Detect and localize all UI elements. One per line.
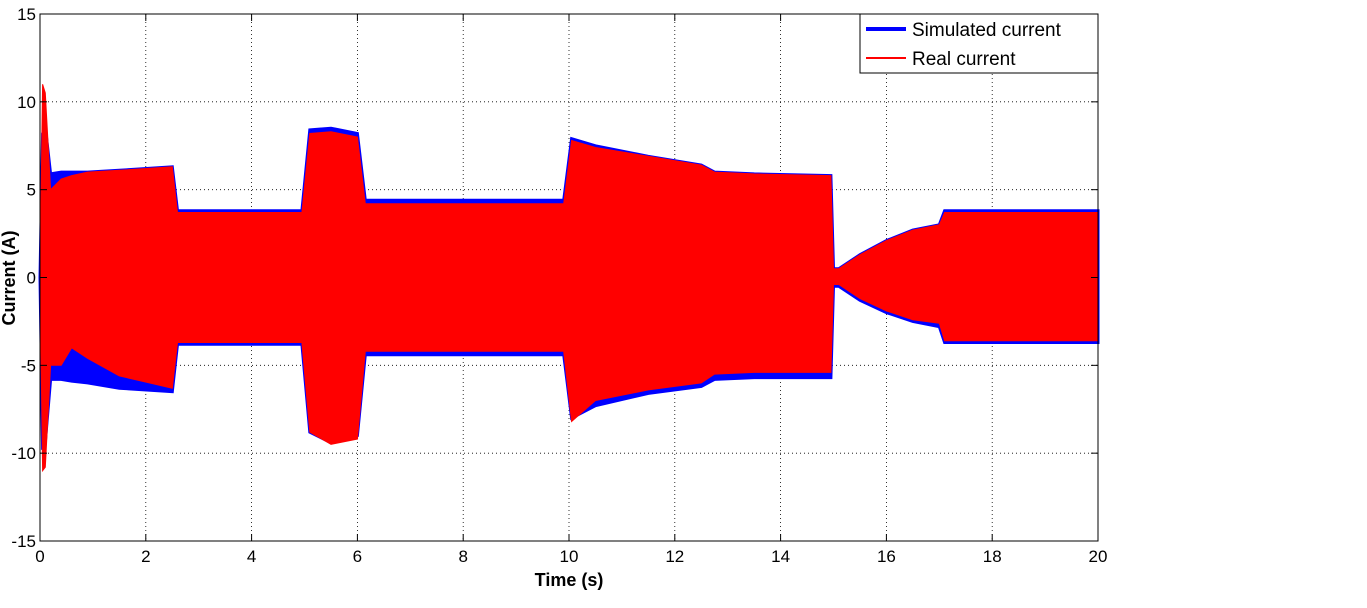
- legend-label-real: Real current: [912, 49, 1016, 70]
- legend: Simulated current Real current: [859, 13, 1099, 74]
- y-tick-label-1: -10: [11, 444, 36, 463]
- ticks: [39, 13, 1099, 542]
- x-tick-label-9: 18: [983, 547, 1002, 566]
- y-tick-label-4: 5: [27, 181, 36, 200]
- y-tick-label-0: -15: [11, 532, 36, 551]
- x-tick-label-5: 10: [560, 547, 579, 566]
- x-tick-label-2: 4: [247, 547, 256, 566]
- legend-box: [859, 13, 1099, 74]
- x-tick-label-3: 6: [353, 547, 362, 566]
- y-tick-label-6: 15: [17, 5, 36, 24]
- x-tick-label-8: 16: [877, 547, 896, 566]
- x-tick-label-7: 14: [771, 547, 790, 566]
- x-tick-label-1: 2: [141, 547, 150, 566]
- tick-labels: 0 2 4 6 8 10 12 14 16 18 20 -15 -10 -5 0 5 10 15: [11, 5, 1107, 566]
- x-tick-label-6: 12: [665, 547, 684, 566]
- y-tick-label-3: 0: [27, 269, 36, 288]
- x-tick-label-10: 20: [1089, 547, 1108, 566]
- y-tick-label-2: -5: [21, 356, 36, 375]
- y-axis-title: Current (A): [0, 231, 19, 326]
- x-tick-label-0: 0: [35, 547, 44, 566]
- x-axis-title: Time (s): [535, 570, 604, 590]
- y-tick-label-5: 10: [17, 93, 36, 112]
- legend-label-simulated: Simulated current: [912, 20, 1062, 41]
- x-tick-label-4: 8: [458, 547, 467, 566]
